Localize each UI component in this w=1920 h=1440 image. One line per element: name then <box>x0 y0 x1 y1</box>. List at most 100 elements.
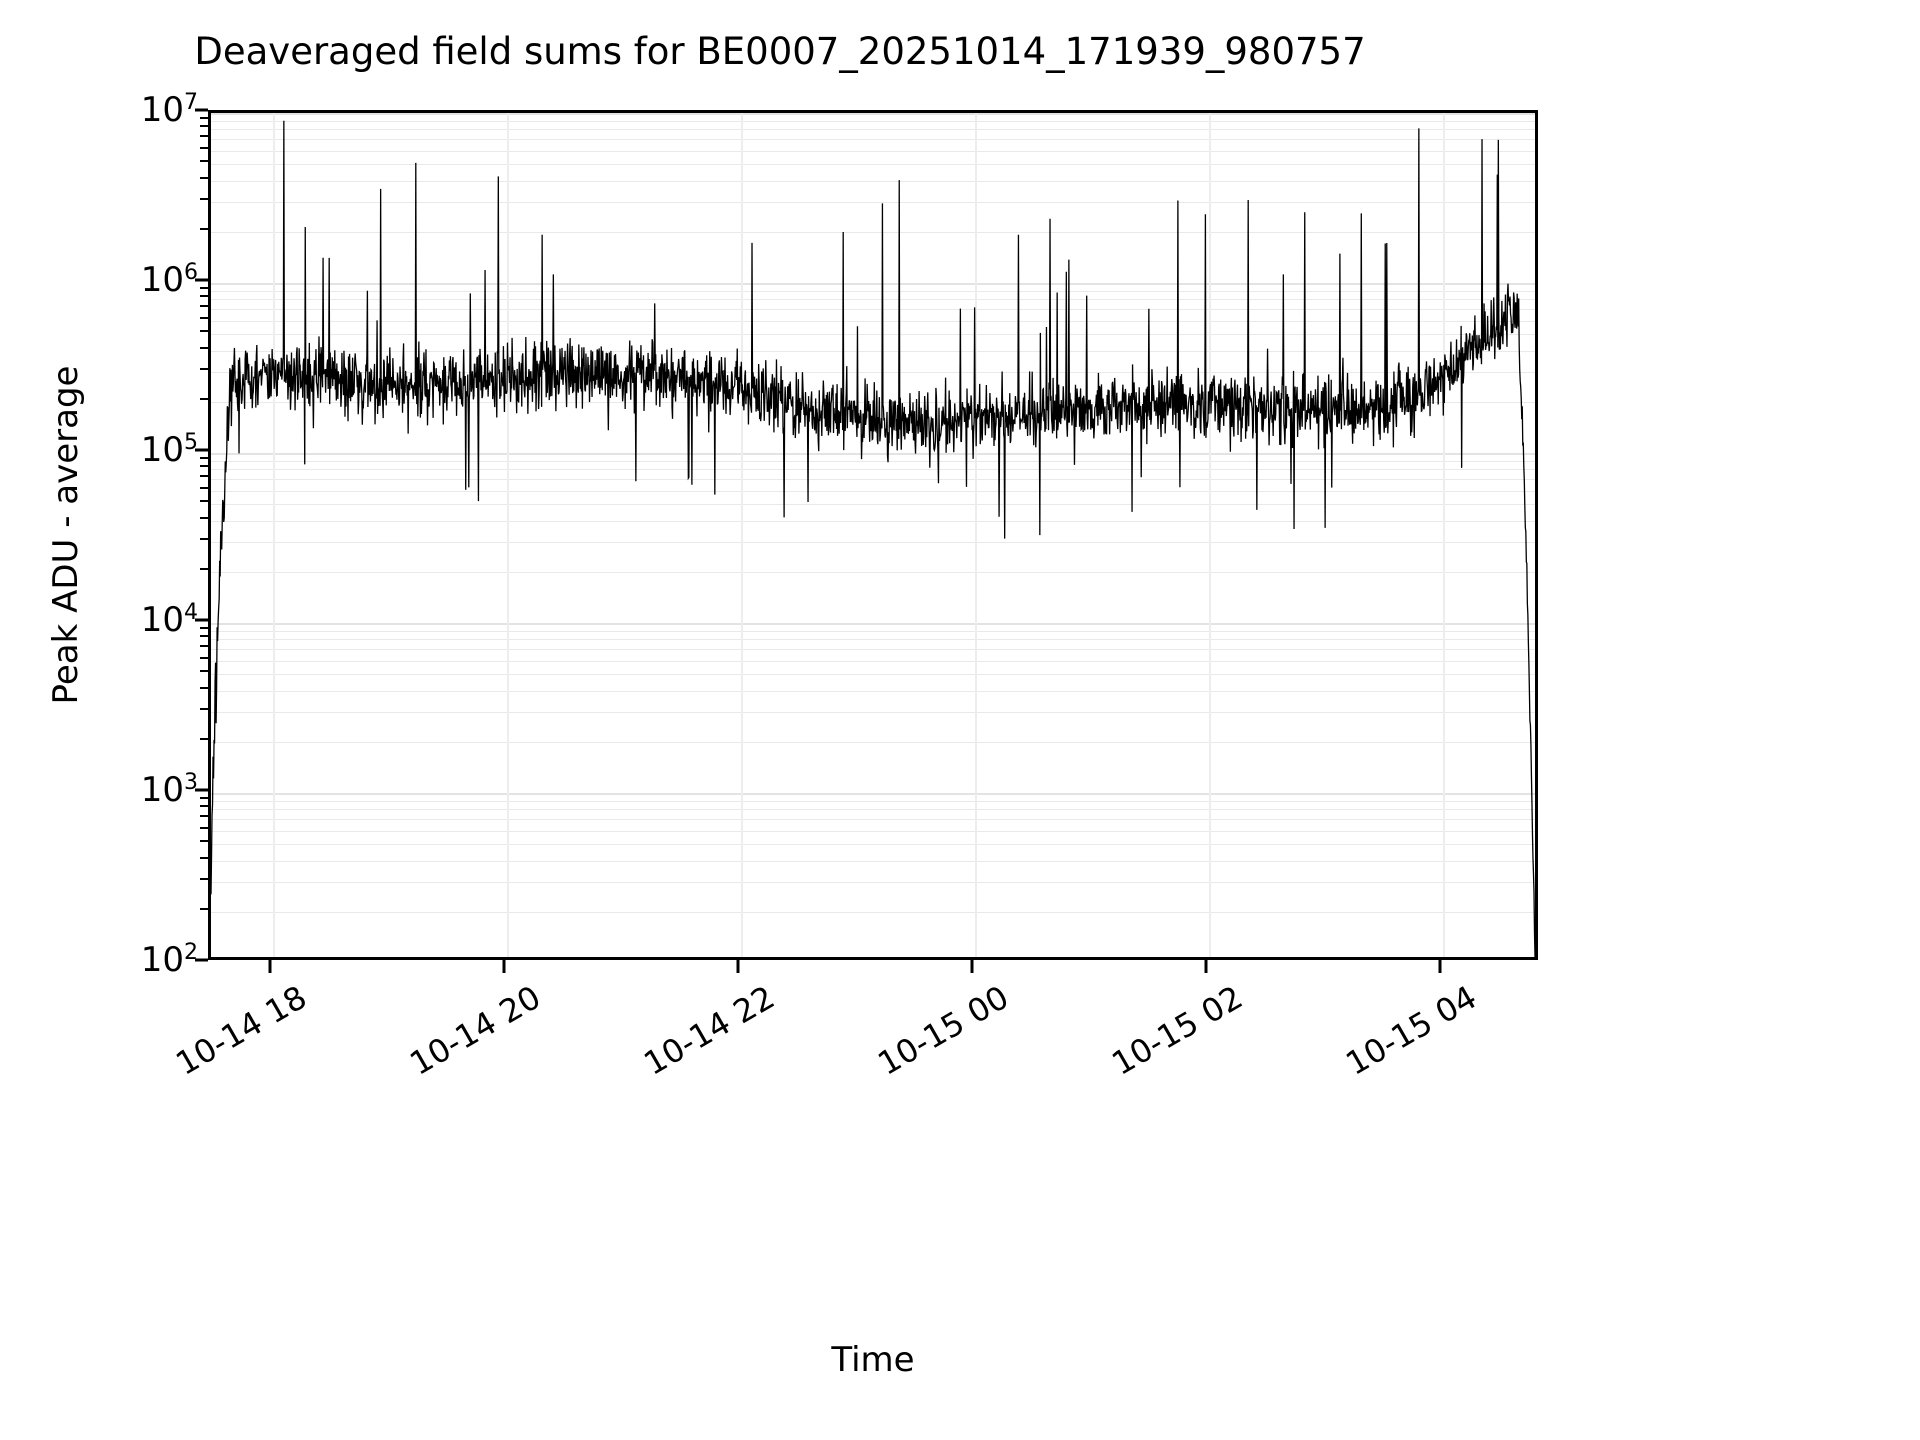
gridline-minor-horizontal <box>211 520 1535 522</box>
y-tick-mark-minor <box>200 227 208 230</box>
gridline-minor-horizontal <box>211 741 1535 743</box>
x-tick-label: 10-14 22 <box>637 978 781 1083</box>
x-tick-mark <box>1204 960 1208 973</box>
x-tick-label: 10-14 20 <box>403 978 547 1083</box>
y-tick-mark-minor <box>200 397 208 400</box>
gridline-minor-horizontal <box>211 120 1535 122</box>
gridline-minor-horizontal <box>211 371 1535 373</box>
gridline-minor-horizontal <box>211 881 1535 883</box>
x-tick-label: 10-15 00 <box>871 978 1016 1083</box>
y-tick-mark-minor <box>200 500 208 503</box>
y-tick-mark-major <box>195 448 208 452</box>
gridline-minor-horizontal <box>211 809 1535 811</box>
y-tick-mark-major <box>195 788 208 792</box>
y-tick-mark-minor <box>200 626 208 629</box>
gridline-minor-horizontal <box>211 639 1535 641</box>
y-tick-mark-minor <box>200 146 208 149</box>
y-tick-label: 103 <box>140 769 198 811</box>
y-tick-mark-minor <box>200 856 208 859</box>
gridline-major-horizontal <box>211 283 1535 285</box>
y-tick-label: 107 <box>140 89 198 131</box>
y-tick-mark-minor <box>200 486 208 489</box>
gridline-minor-horizontal <box>211 649 1535 651</box>
gridline-minor-horizontal <box>211 571 1535 573</box>
y-tick-mark-major <box>195 618 208 622</box>
plot-area <box>208 110 1538 960</box>
y-tick-mark-minor <box>200 796 208 799</box>
gridline-minor-horizontal <box>211 860 1535 862</box>
gridline-minor-horizontal <box>211 469 1535 471</box>
x-tick-mark <box>502 960 506 973</box>
gridline-minor-horizontal <box>211 541 1535 543</box>
gridline-vertical <box>741 113 743 957</box>
x-axis-label: Time <box>831 1340 915 1380</box>
y-tick-mark-minor <box>200 125 208 128</box>
y-tick-mark-minor <box>200 305 208 308</box>
gridline-minor-horizontal <box>211 490 1535 492</box>
y-tick-mark-minor <box>200 635 208 638</box>
gridline-minor-horizontal <box>211 139 1535 141</box>
y-tick-mark-minor <box>200 316 208 319</box>
gridline-minor-horizontal <box>211 819 1535 821</box>
data-trace <box>211 113 1535 957</box>
gridline-minor-horizontal <box>211 844 1535 846</box>
gridline-minor-horizontal <box>211 674 1535 676</box>
gridline-minor-horizontal <box>211 711 1535 713</box>
y-tick-mark-minor <box>200 286 208 289</box>
gridline-major-horizontal <box>211 453 1535 455</box>
x-tick-label: 10-15 02 <box>1105 978 1250 1083</box>
gridline-minor-horizontal <box>211 504 1535 506</box>
chart-title: Deaveraged field sums for BE0007_2025101… <box>194 30 1366 73</box>
gridline-minor-horizontal <box>211 660 1535 662</box>
x-tick-label: 10-15 04 <box>1339 978 1484 1083</box>
y-tick-label: 102 <box>140 939 198 981</box>
y-tick-mark-minor <box>200 567 208 570</box>
gridline-minor-horizontal <box>211 350 1535 352</box>
y-tick-mark-minor <box>200 330 208 333</box>
y-tick-mark-minor <box>200 537 208 540</box>
gridline-minor-horizontal <box>211 299 1535 301</box>
y-tick-mark-minor <box>200 197 208 200</box>
y-tick-label: 104 <box>140 599 198 641</box>
gridline-minor-horizontal <box>211 129 1535 131</box>
y-tick-mark-minor <box>200 840 208 843</box>
y-tick-mark-minor <box>200 346 208 349</box>
y-tick-label: 105 <box>140 429 198 471</box>
x-tick-mark <box>1438 960 1442 973</box>
gridline-minor-horizontal <box>211 320 1535 322</box>
x-tick-label: 10-14 18 <box>169 978 313 1083</box>
gridline-minor-horizontal <box>211 201 1535 203</box>
y-tick-mark-minor <box>200 456 208 459</box>
y-tick-mark-minor <box>200 135 208 138</box>
gridline-major-horizontal <box>211 113 1535 115</box>
gridline-minor-horizontal <box>211 630 1535 632</box>
gridline-major-horizontal <box>211 623 1535 625</box>
series-path-peak-adu <box>211 121 1535 957</box>
x-tick-mark <box>736 960 740 973</box>
y-tick-mark-minor <box>200 160 208 163</box>
gridline-minor-horizontal <box>211 334 1535 336</box>
gridline-minor-horizontal <box>211 479 1535 481</box>
y-tick-mark-minor <box>200 116 208 119</box>
gridline-minor-horizontal <box>211 911 1535 913</box>
gridline-minor-horizontal <box>211 290 1535 292</box>
y-tick-mark-minor <box>200 815 208 818</box>
gridline-minor-horizontal <box>211 164 1535 166</box>
y-tick-mark-minor <box>200 670 208 673</box>
y-tick-mark-major <box>195 958 208 962</box>
y-tick-mark-minor <box>200 516 208 519</box>
gridline-minor-horizontal <box>211 830 1535 832</box>
gridline-minor-horizontal <box>211 460 1535 462</box>
y-tick-mark-minor <box>200 707 208 710</box>
gridline-minor-horizontal <box>211 180 1535 182</box>
y-axis-label: Peak ADU - average <box>36 110 96 960</box>
y-tick-mark-minor <box>200 826 208 829</box>
y-tick-mark-major <box>195 278 208 282</box>
y-tick-mark-major <box>195 108 208 112</box>
gridline-vertical <box>975 113 978 957</box>
gridline-minor-horizontal <box>211 150 1535 152</box>
gridline-minor-horizontal <box>211 690 1535 692</box>
gridline-minor-horizontal <box>211 800 1535 802</box>
matplotlib-figure: Deaveraged field sums for BE0007_2025101… <box>36 30 1538 1380</box>
y-tick-mark-minor <box>200 737 208 740</box>
